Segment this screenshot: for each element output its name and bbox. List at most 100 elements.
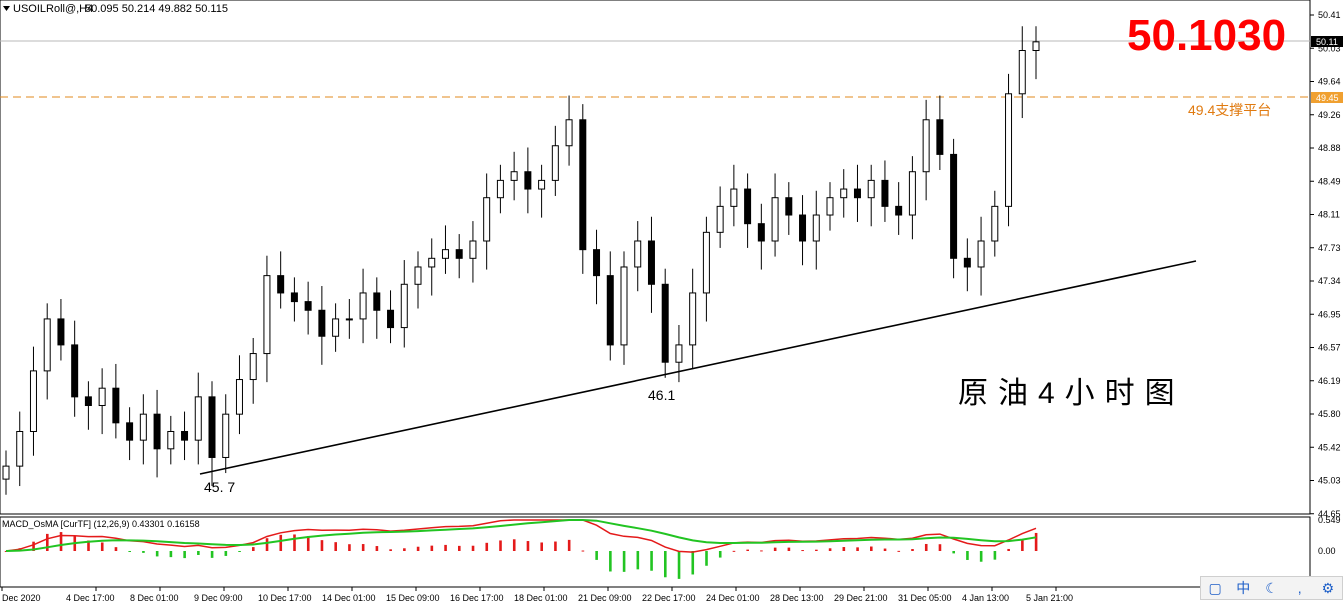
- candle-bull: [263, 275, 271, 355]
- price-tick-label: 48.49: [1318, 176, 1341, 186]
- moon-icon[interactable]: ☾: [1265, 579, 1278, 596]
- candle-bull: [400, 283, 408, 329]
- macd-bar: [773, 547, 777, 551]
- candle-bear: [387, 309, 395, 329]
- macd-bar: [252, 547, 255, 551]
- macd-bar: [512, 539, 516, 551]
- price-axis: 50.41 50.03 49.64 49.26 48.88 48.49 48.11 47.73…: [1310, 10, 1341, 519]
- time-tick-label: 21 Dec 09:00: [578, 593, 632, 603]
- candle-bear: [57, 318, 65, 346]
- trendline: [199, 260, 1197, 475]
- candle-bull: [428, 257, 436, 268]
- candle-bull: [359, 292, 367, 320]
- macd-bar: [746, 549, 749, 551]
- macd-bar: [375, 546, 379, 551]
- candle-bear: [936, 119, 944, 155]
- gear-icon[interactable]: ⚙: [1321, 579, 1335, 596]
- macd-bar: [938, 544, 942, 551]
- macd-bar: [142, 551, 145, 553]
- macd-bar: [306, 536, 310, 551]
- time-tick-label: 5 Jan 21:00: [1026, 593, 1073, 603]
- candle-bear: [153, 413, 161, 450]
- support-price-tag: [1311, 92, 1343, 103]
- candle-bull: [565, 119, 573, 147]
- price-tick-label: 48.88: [1318, 143, 1341, 153]
- candle-bull: [222, 413, 230, 458]
- time-tick-label: 4 Dec 17:00: [66, 593, 115, 603]
- candle-bull: [977, 240, 985, 268]
- price-tick-label: 47.73: [1318, 243, 1341, 253]
- candle-bull: [730, 188, 738, 207]
- candle-bear: [744, 188, 752, 225]
- price-tick-label: 50.03: [1318, 43, 1341, 53]
- time-tick-label: 9 Dec 09:00: [194, 593, 243, 603]
- candle-bull: [812, 214, 820, 242]
- macd-tick-top: 0.549: [1318, 515, 1341, 525]
- candle-bull: [908, 171, 916, 216]
- macd-bar: [499, 540, 502, 551]
- current-price-tag: [1311, 36, 1343, 47]
- candle-bear: [579, 119, 587, 251]
- macd-bar: [1034, 532, 1038, 551]
- macd-bar: [581, 550, 585, 552]
- comma-icon[interactable]: ,: [1297, 580, 1302, 596]
- candle-bull: [1005, 93, 1013, 207]
- time-tick-label: 8 Dec 01:00: [130, 593, 179, 603]
- time-tick-label: 15 Dec 09:00: [386, 593, 440, 603]
- current-price-display: 50.1030: [1127, 11, 1286, 60]
- macd-bar: [856, 547, 859, 551]
- candle-bull: [496, 179, 504, 199]
- candle-bear: [524, 171, 532, 190]
- time-tick-label: 14 Dec 01:00: [322, 593, 376, 603]
- candle-bear: [455, 249, 463, 259]
- candle-bull: [167, 430, 175, 450]
- chart-note: 原油4小时图: [958, 377, 1185, 410]
- candle-bear: [112, 387, 120, 424]
- candle-bull: [16, 430, 24, 467]
- ime-chinese-icon[interactable]: 中: [1236, 580, 1251, 596]
- price-tick-label: 45.80: [1318, 409, 1341, 419]
- price-tick-label: 50.41: [1318, 10, 1341, 20]
- candle-bear: [208, 396, 216, 458]
- candle-bear: [785, 197, 793, 216]
- low-marker-2: 46.1: [648, 387, 675, 403]
- macd-bar: [677, 551, 681, 579]
- price-tick-label: 46.95: [1318, 309, 1341, 319]
- candle-bull: [716, 205, 724, 233]
- time-tick-label: 10 Dec 17:00: [258, 593, 312, 603]
- time-tick-label: 28 Dec 13:00: [770, 593, 824, 603]
- candle-bear: [593, 249, 601, 277]
- macd-bar: [32, 541, 35, 551]
- window-icon[interactable]: ▢: [1208, 579, 1222, 596]
- macd-label: MACD_OsMA [CurTF] (12,26,9) 0.43301 0.16…: [2, 519, 200, 529]
- time-tick-label: 16 Dec 17:00: [450, 593, 504, 603]
- dropdown-arrow-icon[interactable]: [3, 6, 10, 11]
- macd-histogram: [4, 532, 1038, 579]
- candle-bull: [98, 387, 106, 407]
- candle-bull: [634, 240, 642, 268]
- macd-bar: [952, 551, 955, 554]
- macd-bar: [924, 543, 928, 551]
- macd-bar: [389, 549, 392, 551]
- candle-bear: [277, 275, 285, 294]
- candle-bull: [235, 379, 243, 415]
- price-tick-label: 46.57: [1318, 343, 1341, 353]
- candle-bear: [181, 430, 189, 441]
- macd-bar: [842, 547, 846, 551]
- candle-bull: [483, 197, 491, 242]
- macd-tick-zero: 0.00: [1318, 546, 1336, 556]
- macd-bar: [609, 551, 612, 572]
- price-tick-label: 45.42: [1318, 442, 1341, 452]
- candle-bear: [950, 153, 958, 259]
- macd-bar: [883, 548, 887, 551]
- macd-bar: [526, 541, 530, 551]
- candle-bull: [675, 344, 683, 363]
- macd-bar: [966, 551, 969, 560]
- candle-bear: [373, 292, 381, 311]
- macd-bar: [485, 542, 489, 551]
- macd-bar: [238, 551, 241, 552]
- macd-bar: [691, 551, 695, 575]
- time-tick-label: 4 Jan 13:00: [962, 593, 1009, 603]
- macd-bar: [664, 551, 667, 578]
